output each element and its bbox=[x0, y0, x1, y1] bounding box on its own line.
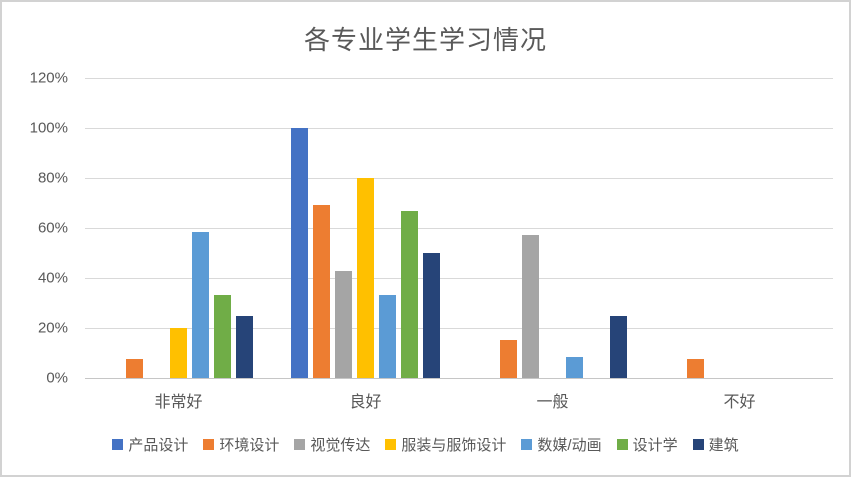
bar-groups bbox=[85, 78, 833, 378]
y-tick-label: 0% bbox=[46, 369, 68, 387]
bar-建筑-非常好 bbox=[236, 315, 253, 378]
legend-item-环境设计: 环境设计 bbox=[203, 434, 279, 455]
gridline-20% bbox=[85, 328, 833, 329]
legend-label: 产品设计 bbox=[128, 437, 189, 454]
x-category-label: 一般 bbox=[536, 394, 569, 411]
legend-item-设计学: 设计学 bbox=[616, 434, 678, 455]
bar-环境设计-良好 bbox=[313, 204, 330, 378]
gridline-80% bbox=[85, 178, 833, 179]
x-axis: 非常好 良好 一般 不好 bbox=[85, 388, 833, 412]
legend-label: 环境设计 bbox=[219, 437, 280, 454]
bar-数媒/动画-一般 bbox=[566, 357, 583, 378]
legend-label: 服装与服饰设计 bbox=[401, 437, 507, 454]
chart-title: 各专业学生学习情况 bbox=[303, 25, 547, 55]
bar-数媒/动画-非常好 bbox=[192, 232, 209, 378]
y-tick-label: 100% bbox=[29, 119, 68, 137]
legend-item-建筑: 建筑 bbox=[692, 434, 739, 455]
bar-视觉传达-良好 bbox=[335, 270, 352, 378]
y-axis: 0% 20% 40% 60% 80% 100% 120% bbox=[2, 70, 76, 387]
y-tick-label: 20% bbox=[37, 319, 68, 337]
bar-设计学-非常好 bbox=[214, 294, 231, 378]
legend-item-视觉传达: 视觉传达 bbox=[294, 434, 370, 455]
bar-环境设计-不好 bbox=[687, 358, 704, 378]
bar-产品设计-良好 bbox=[291, 128, 308, 378]
bar-group-一般 bbox=[459, 78, 646, 378]
bar-group-非常好 bbox=[85, 78, 272, 378]
legend-swatch bbox=[294, 439, 306, 450]
gridline-120% bbox=[85, 78, 833, 79]
y-tick-label: 80% bbox=[37, 169, 68, 187]
x-category-label: 非常好 bbox=[154, 394, 203, 411]
bar-环境设计-非常好 bbox=[126, 358, 143, 378]
legend-swatch bbox=[203, 439, 215, 450]
bar-group-良好 bbox=[272, 78, 459, 378]
bar-服装与服饰设计-良好 bbox=[357, 178, 374, 378]
bar-设计学-良好 bbox=[401, 211, 418, 378]
legend-swatch bbox=[112, 439, 124, 450]
legend-item-数媒/动画: 数媒/动画 bbox=[521, 434, 602, 455]
legend-swatch bbox=[385, 439, 397, 450]
plot-area bbox=[85, 78, 833, 379]
legend-swatch bbox=[692, 439, 704, 450]
legend-label: 数媒/动画 bbox=[537, 437, 602, 454]
bar-服装与服饰设计-非常好 bbox=[170, 328, 187, 378]
legend-label: 视觉传达 bbox=[310, 437, 371, 454]
y-tick-label: 40% bbox=[37, 269, 68, 287]
y-tick-label: 60% bbox=[37, 219, 68, 237]
legend-label: 建筑 bbox=[708, 437, 739, 454]
legend-item-产品设计: 产品设计 bbox=[112, 434, 188, 455]
legend-swatch bbox=[616, 439, 628, 450]
x-category-label: 良好 bbox=[349, 394, 382, 411]
gridline-40% bbox=[85, 278, 833, 279]
legend-item-服装与服饰设计: 服装与服饰设计 bbox=[385, 434, 506, 455]
legend: 产品设计 环境设计 视觉传达 服装与服饰设计 数媒/动画 设计学 建筑 bbox=[2, 434, 849, 455]
bar-建筑-一般 bbox=[610, 315, 627, 378]
gridline-100% bbox=[85, 128, 833, 129]
legend-label: 设计学 bbox=[632, 437, 678, 454]
bar-数媒/动画-良好 bbox=[379, 294, 396, 378]
bar-环境设计-一般 bbox=[500, 339, 517, 378]
bar-建筑-良好 bbox=[423, 253, 440, 378]
bar-视觉传达-一般 bbox=[522, 235, 539, 378]
gridline-60% bbox=[85, 228, 833, 229]
gridline-0% bbox=[85, 378, 833, 379]
y-tick-label: 120% bbox=[29, 69, 68, 87]
legend-swatch bbox=[521, 439, 533, 450]
x-category-label: 不好 bbox=[723, 394, 756, 411]
bar-group-不好 bbox=[646, 78, 833, 378]
